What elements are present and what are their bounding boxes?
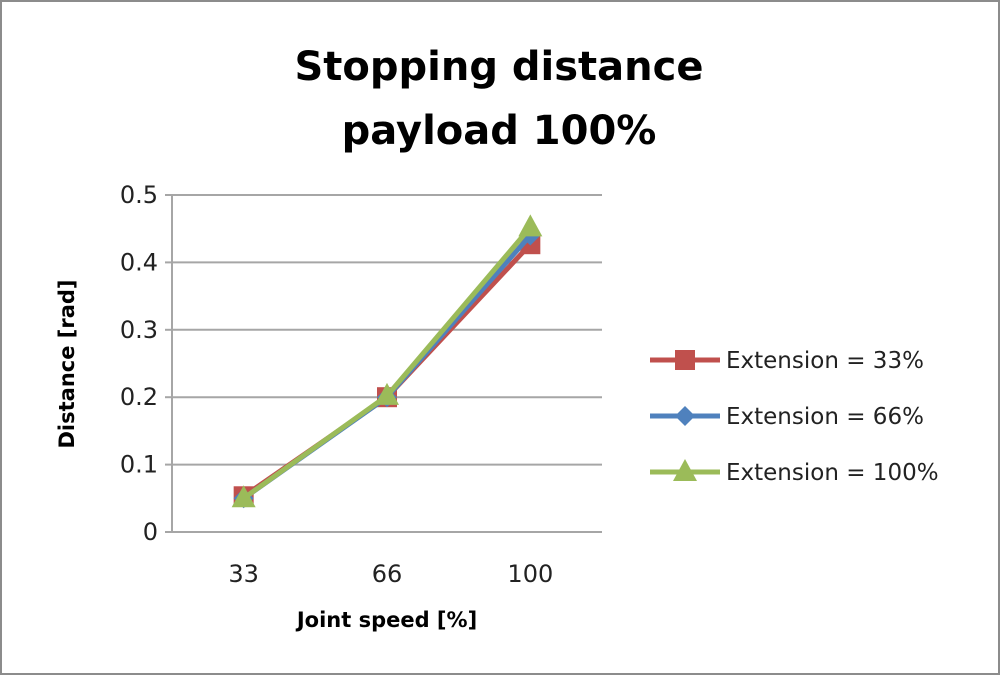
- data-point: [518, 214, 543, 237]
- y-tick-label: 0: [143, 518, 158, 546]
- chart-title: Stopping distance: [294, 44, 703, 90]
- legend-marker: [673, 459, 697, 481]
- x-axis-label: Joint speed [%]: [295, 608, 477, 632]
- data-point: [231, 485, 256, 508]
- legend-label: Extension = 100%: [726, 460, 939, 486]
- legend-label: Extension = 66%: [726, 404, 924, 430]
- y-tick-label: 0.5: [120, 181, 158, 209]
- y-tick-label: 0.1: [120, 451, 158, 479]
- series-line: [242, 225, 533, 501]
- legend-label: Extension = 33%: [726, 348, 924, 374]
- legend: Extension = 33% Extension = 66% Extension …: [650, 348, 939, 486]
- x-tick-label: 33: [228, 560, 259, 588]
- y-axis-label: Distance [rad]: [55, 279, 79, 448]
- y-tick-label: 0.4: [120, 248, 158, 276]
- legend-item: Extension = 100%: [650, 459, 939, 486]
- legend-item: Extension = 66%: [650, 404, 924, 430]
- chart-subtitle: payload 100%: [342, 108, 657, 154]
- x-tick-label: 66: [372, 560, 403, 588]
- y-tick-label: 0.2: [120, 383, 158, 411]
- data-point: [375, 382, 399, 405]
- x-tick-label: 100: [507, 560, 553, 588]
- y-tick-label: 0.3: [120, 316, 158, 344]
- legend-marker: [675, 406, 695, 426]
- legend-marker: [675, 350, 695, 370]
- legend-item: Extension = 33%: [650, 348, 924, 374]
- series-3: [231, 214, 543, 508]
